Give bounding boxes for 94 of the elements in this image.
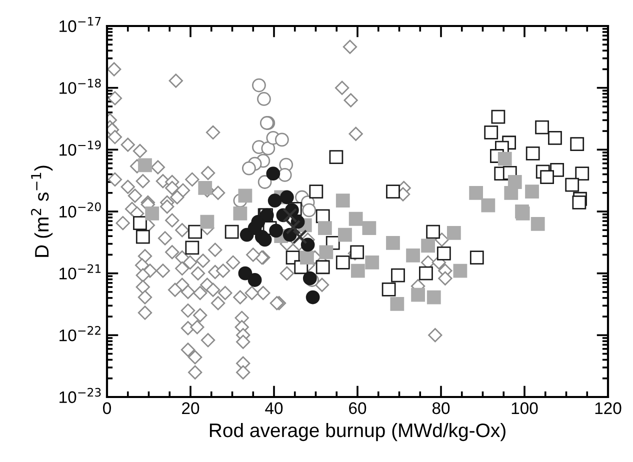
y-tick-label: 10$^{−20}$ bbox=[60, 202, 101, 218]
point bbox=[268, 194, 282, 208]
point bbox=[365, 256, 380, 270]
point bbox=[382, 282, 396, 296]
point bbox=[469, 186, 484, 200]
point bbox=[286, 220, 301, 234]
point bbox=[242, 161, 256, 176]
point bbox=[261, 141, 276, 156]
point bbox=[302, 203, 316, 218]
point bbox=[421, 238, 435, 253]
point bbox=[504, 186, 518, 200]
point bbox=[274, 132, 289, 147]
point bbox=[306, 290, 320, 304]
point bbox=[318, 221, 332, 235]
point bbox=[258, 232, 272, 247]
point bbox=[526, 146, 540, 160]
point bbox=[185, 240, 200, 255]
point bbox=[302, 271, 317, 286]
point bbox=[525, 184, 539, 199]
point bbox=[133, 216, 147, 230]
point bbox=[491, 110, 506, 124]
point bbox=[498, 152, 512, 166]
y-tick-label: 10$^{−17}$ bbox=[60, 17, 101, 32]
point bbox=[406, 248, 420, 262]
point bbox=[329, 150, 344, 164]
point bbox=[481, 198, 496, 212]
point bbox=[338, 228, 352, 242]
point bbox=[530, 216, 545, 231]
point bbox=[575, 166, 590, 181]
point bbox=[136, 230, 150, 244]
point bbox=[233, 206, 248, 220]
point bbox=[436, 246, 451, 260]
x-tick-label: 100 bbox=[512, 402, 538, 414]
point bbox=[391, 268, 405, 282]
point bbox=[548, 130, 562, 145]
x-tick-label: 80 bbox=[432, 402, 450, 414]
point bbox=[411, 288, 425, 302]
point bbox=[252, 78, 266, 92]
point bbox=[386, 184, 400, 199]
point bbox=[145, 206, 160, 220]
point bbox=[138, 158, 152, 172]
point bbox=[224, 224, 239, 239]
point bbox=[300, 250, 314, 264]
point bbox=[258, 175, 272, 189]
point bbox=[470, 250, 484, 264]
point bbox=[248, 273, 262, 287]
point bbox=[453, 264, 468, 278]
point bbox=[266, 166, 280, 181]
point bbox=[336, 194, 350, 208]
point bbox=[348, 212, 363, 226]
point bbox=[316, 209, 330, 224]
point bbox=[198, 181, 212, 195]
point bbox=[238, 266, 252, 280]
y-tick-label: 10$^{−19}$ bbox=[60, 140, 101, 156]
y-tick-label: 10$^{−21}$ bbox=[60, 264, 101, 280]
point bbox=[292, 229, 308, 244]
point bbox=[309, 184, 324, 199]
x-tick-label: 120 bbox=[595, 402, 622, 414]
point bbox=[540, 170, 554, 184]
x-tick-label: 40 bbox=[265, 402, 283, 414]
point bbox=[336, 256, 350, 270]
point bbox=[386, 236, 400, 250]
y-axis-title: D (m$^{2}$ s$^{−1}$) bbox=[30, 166, 53, 257]
y-tick-label: 10$^{−18}$ bbox=[60, 78, 101, 94]
point bbox=[238, 188, 252, 203]
point bbox=[269, 224, 284, 238]
point bbox=[350, 264, 365, 278]
point bbox=[570, 137, 584, 152]
x-tick-label: 20 bbox=[182, 402, 200, 414]
point bbox=[565, 178, 580, 192]
point bbox=[535, 120, 549, 134]
point bbox=[188, 224, 202, 239]
point bbox=[280, 190, 294, 204]
point bbox=[350, 245, 364, 260]
point bbox=[419, 266, 433, 280]
point bbox=[447, 226, 461, 240]
point bbox=[319, 245, 334, 260]
point bbox=[257, 92, 271, 106]
point bbox=[484, 125, 498, 140]
point bbox=[362, 221, 376, 235]
point bbox=[426, 290, 441, 304]
point bbox=[278, 168, 292, 182]
point bbox=[200, 214, 214, 229]
point bbox=[282, 208, 298, 223]
x-tick-label: 0 bbox=[103, 402, 111, 414]
x-axis-title: Rod average burnup (MWd/kg-Ox) bbox=[210, 422, 506, 442]
point bbox=[426, 224, 440, 239]
point bbox=[300, 238, 315, 252]
point bbox=[316, 260, 330, 274]
point bbox=[572, 196, 586, 210]
point bbox=[390, 296, 404, 311]
x-tick-label: 60 bbox=[349, 402, 366, 414]
y-tick-label: 10$^{−23}$ bbox=[60, 388, 101, 404]
y-tick-label: 10$^{−22}$ bbox=[60, 326, 100, 342]
